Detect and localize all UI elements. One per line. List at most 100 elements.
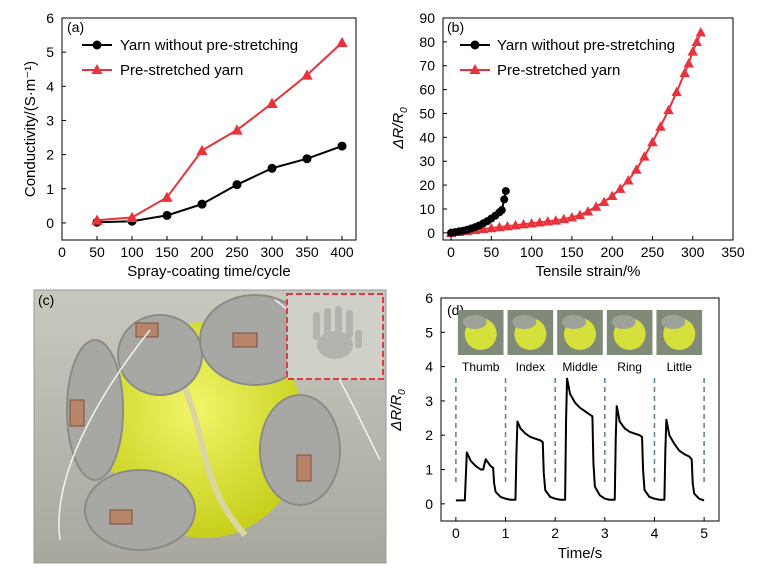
finger-label-bg-1 bbox=[507, 355, 554, 377]
b-series-red-point-19 bbox=[598, 196, 610, 206]
b-series-red-point-13 bbox=[550, 215, 561, 225]
panel-a-ylabel: Conductivity/(S·m⁻¹) bbox=[22, 61, 39, 197]
finger-label-bg-0 bbox=[457, 355, 504, 377]
a-ytick-label-0: 0 bbox=[46, 215, 54, 231]
b-series-red-point-26 bbox=[655, 121, 666, 131]
d-xtick-label-0: 0 bbox=[452, 525, 460, 541]
a-series-red-point-5 bbox=[266, 97, 278, 108]
b-series-black-point-13 bbox=[497, 206, 506, 215]
b-ytick-label-2: 20 bbox=[419, 177, 435, 193]
a-series-black-point-6 bbox=[302, 154, 312, 164]
a-series-black-line bbox=[96, 145, 343, 224]
finger-photo-glove-3 bbox=[611, 315, 636, 329]
b-series-red-point-10 bbox=[526, 218, 537, 228]
a-ytick-label-6: 6 bbox=[46, 10, 54, 26]
d-ytick-label-6: 6 bbox=[425, 290, 433, 306]
a-xtick-label-0: 0 bbox=[58, 244, 66, 260]
d-xtick-label-2: 2 bbox=[551, 525, 559, 541]
b-series-red-point-28 bbox=[671, 86, 682, 97]
b-series-red-point-24 bbox=[639, 151, 650, 161]
b-series-black-point-15 bbox=[501, 187, 510, 196]
b-xtick-label-5: 250 bbox=[641, 244, 665, 260]
b-series-red-point-11 bbox=[534, 217, 545, 227]
b-series-red-point-5 bbox=[486, 222, 497, 233]
a-ytick-label-2: 2 bbox=[46, 147, 54, 163]
b-ytick-label-8: 80 bbox=[419, 34, 435, 50]
finger-label-bg-4 bbox=[656, 355, 703, 377]
b-series-red-point-9 bbox=[518, 219, 529, 229]
d-xtick-label-5: 5 bbox=[700, 525, 708, 541]
a-series-red-point-6 bbox=[301, 69, 313, 80]
panel-d-ylabel: ΔR/R0 bbox=[388, 389, 408, 432]
a-series-red-point-4 bbox=[231, 124, 243, 135]
legend-a-series-2: Pre-stretched yarn bbox=[120, 62, 243, 79]
finger-photos: Thumb Index Middle Ring Little bbox=[457, 310, 703, 377]
panel-b-chart: 0 50 100 150 200 250 300 350 0 10 20 30 40 50 60 70 80 90… bbox=[390, 10, 745, 280]
d-series-response-line bbox=[455, 377, 705, 502]
legend-a-series-1: Yarn without pre-stretching bbox=[120, 37, 298, 54]
finger-photo-glove-0 bbox=[462, 315, 487, 329]
finger-label-4: Little bbox=[667, 360, 693, 374]
panel-a-chart: 0 50 100 150 200 250 300 350 400 0 1 2 3 4 5 6 (a) Yarn… bbox=[22, 10, 357, 280]
d-ytick-label-0: 0 bbox=[425, 496, 433, 512]
a-series-black-point-2 bbox=[162, 210, 172, 220]
a-series-black-point-4 bbox=[232, 180, 242, 190]
a-series-red-point-7 bbox=[336, 36, 348, 48]
a-ytick-label-1: 1 bbox=[46, 181, 54, 197]
b-xtick-label-3: 150 bbox=[560, 244, 584, 260]
finger-label-bg-2 bbox=[557, 355, 603, 377]
b-ytick-label-6: 60 bbox=[419, 82, 435, 98]
panel-b-ylabel: ΔR/R0 bbox=[390, 107, 410, 150]
panel-d-xlabel: Time/s bbox=[558, 545, 602, 562]
a-xtick-label-8: 400 bbox=[330, 244, 354, 260]
b-xtick-label-4: 200 bbox=[600, 244, 624, 260]
knit-glove bbox=[66, 294, 341, 551]
b-ytick-label-1: 10 bbox=[419, 201, 435, 217]
b-series-red-point-12 bbox=[542, 216, 553, 226]
a-series-red-point-3 bbox=[196, 144, 208, 156]
a-xtick-label-7: 350 bbox=[295, 244, 319, 260]
finger-photo-glove-4 bbox=[661, 315, 686, 329]
b-series-red-point-16 bbox=[574, 209, 586, 220]
b-series-red-line bbox=[450, 31, 702, 234]
a-ytick-label-3: 3 bbox=[46, 112, 54, 128]
b-series-red-point-29 bbox=[679, 67, 690, 78]
b-series-red-point-21 bbox=[615, 183, 626, 193]
b-series-red-point-32 bbox=[691, 36, 702, 47]
b-series-red-point-14 bbox=[558, 213, 570, 224]
finger-photo-glove-2 bbox=[562, 315, 586, 329]
b-series-red-point-18 bbox=[590, 201, 602, 211]
panel-c-label: (c) bbox=[38, 292, 54, 308]
d-xtick-label-3: 3 bbox=[601, 525, 609, 541]
d-ytick-label-2: 2 bbox=[425, 427, 433, 443]
panel-b-legend: Yarn without pre-stretching Pre-stretche… bbox=[460, 37, 675, 79]
panel-a-xlabel: Spray-coating time/cycle bbox=[127, 263, 290, 280]
b-ytick-label-3: 30 bbox=[419, 153, 435, 169]
b-xtick-label-6: 300 bbox=[681, 244, 705, 260]
b-series-red-point-6 bbox=[494, 221, 505, 232]
a-xtick-label-3: 150 bbox=[155, 244, 179, 260]
d-ytick-label-3: 3 bbox=[425, 393, 433, 409]
finger-label-3: Ring bbox=[617, 360, 642, 374]
a-ytick-label-4: 4 bbox=[46, 78, 54, 94]
d-xtick-label-1: 1 bbox=[502, 525, 510, 541]
b-series-red-point-31 bbox=[687, 46, 698, 56]
finger-label-0: Thumb bbox=[462, 360, 500, 374]
b-series-red-point-23 bbox=[631, 164, 642, 174]
a-series-black-point-7 bbox=[337, 141, 347, 151]
b-series-red-point-25 bbox=[647, 136, 658, 147]
b-ytick-label-5: 50 bbox=[419, 105, 435, 121]
a-series-red-line bbox=[96, 41, 343, 222]
d-ytick-label-4: 4 bbox=[425, 359, 433, 375]
a-series-red-point-1 bbox=[126, 211, 138, 223]
b-series-black-point-14 bbox=[500, 195, 509, 204]
b-xtick-label-1: 50 bbox=[484, 244, 500, 260]
a-xtick-label-4: 200 bbox=[190, 244, 214, 260]
d-ytick-label-1: 1 bbox=[425, 462, 433, 478]
finger-photo-glove-1 bbox=[512, 315, 537, 329]
b-series-red-point-20 bbox=[606, 190, 618, 200]
b-series-red-point-8 bbox=[510, 220, 521, 230]
finger-label-1: Index bbox=[516, 360, 545, 374]
